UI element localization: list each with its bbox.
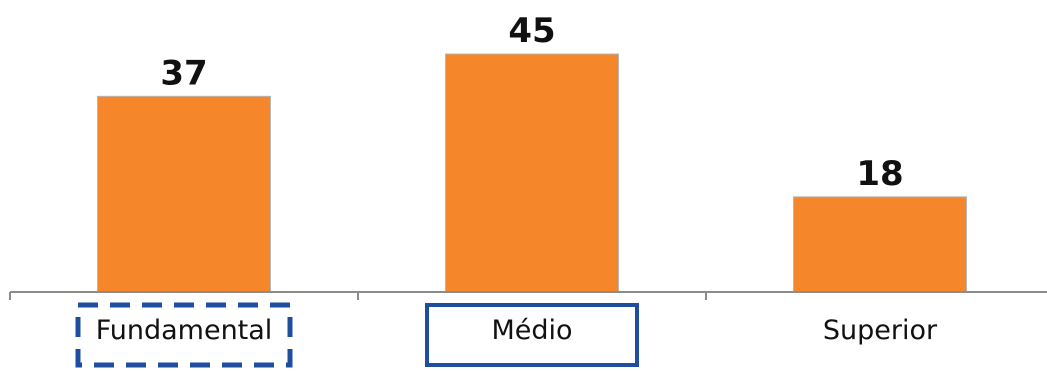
x-tick-label-fundamental: Fundamental	[96, 315, 273, 346]
value-labels-group: 37 45 18	[160, 11, 903, 194]
x-tick-label-medio: Médio	[491, 315, 572, 346]
highlight-box-medio	[425, 303, 639, 367]
value-label-fundamental: 37	[160, 53, 207, 93]
x-tick-label-superior: Superior	[823, 315, 938, 346]
bar-fundamental	[97, 95, 271, 293]
x-axis-ticks-group	[9, 292, 707, 300]
highlight-box-fundamental	[75, 302, 293, 368]
value-label-superior: 18	[856, 154, 903, 194]
value-label-medio: 45	[508, 11, 555, 51]
highlight-boxes-group	[75, 302, 639, 368]
bar-superior	[793, 196, 967, 293]
bars-group	[97, 53, 967, 293]
bar-medio	[445, 53, 619, 293]
x-axis-tick-labels-group: Fundamental Médio Superior	[96, 315, 938, 346]
